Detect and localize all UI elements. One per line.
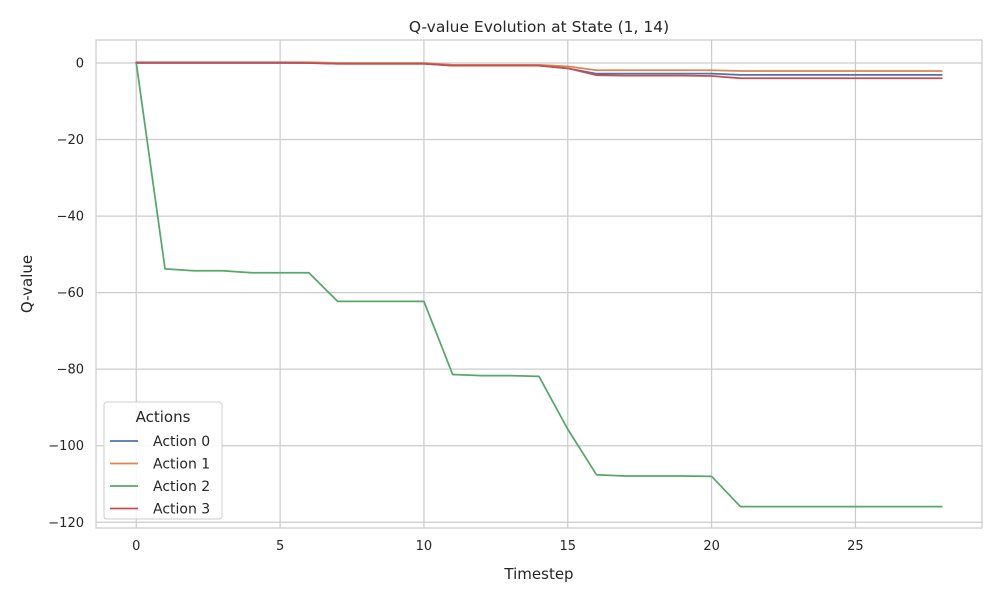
legend-box [103,401,223,520]
x-tick-label: 25 [847,539,864,554]
legend: Actions Action 0 Action 1 Action 2 Action 3 [103,401,223,520]
tick-labels: 0 5 10 15 20 25 0 −20 −40 −60 −80 −100 −120 [48,56,863,554]
chart-title: Q-value Evolution at State (1, 14) [409,18,669,36]
y-tick-label: −40 [57,210,84,225]
series-lines [135,61,943,508]
y-tick-label: −120 [48,516,84,531]
x-tick-label: 20 [703,539,720,554]
legend-items: Action 0 Action 1 Action 2 Action 3 [110,434,210,518]
y-tick-label: −60 [57,286,84,301]
y-axis-title: Q-value [18,255,36,313]
series-line-action-2 [135,62,943,508]
x-tick-label: 10 [416,539,433,554]
x-axis-title: Timestep [503,565,573,583]
y-tick-label: 0 [76,56,84,71]
x-tick-label: 5 [276,539,284,554]
series-line-action-3 [135,61,943,80]
x-tick-label: 15 [559,539,576,554]
y-tick-label: −100 [48,439,84,454]
legend-label: Action 1 [153,457,210,473]
plot-frame [95,39,983,529]
legend-label: Action 0 [153,434,210,450]
y-tick-label: −20 [57,133,84,148]
legend-label: Action 3 [153,502,210,518]
grid [96,40,982,528]
legend-title: Actions [136,408,191,426]
x-tick-label: 0 [132,539,140,554]
legend-label: Action 2 [153,479,210,495]
y-tick-label: −80 [57,363,84,378]
